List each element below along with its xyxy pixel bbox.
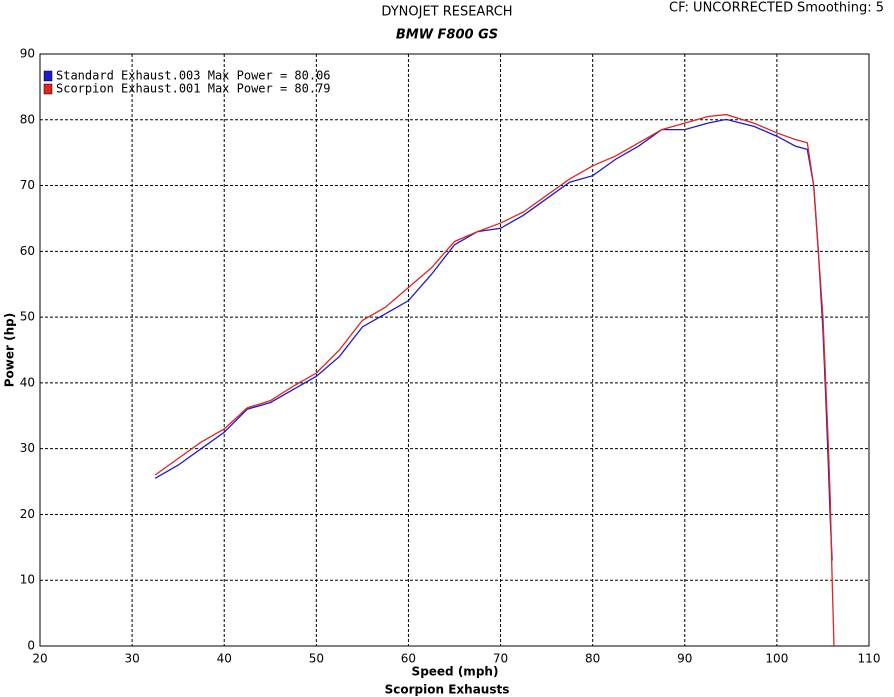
correction-factor: CF: UNCORRECTED [669, 1, 793, 16]
legend-label: Scorpion Exhaust.001 Max Power = 80.79 [56, 82, 331, 96]
y-tick-label: 90 [20, 47, 35, 61]
x-tick-label: 30 [124, 652, 139, 666]
legend-swatch [43, 83, 53, 95]
footer: Scorpion Exhausts [385, 683, 510, 697]
x-tick-label: 100 [765, 652, 788, 666]
y-tick-label: 50 [20, 310, 35, 324]
x-tick-label: 50 [309, 652, 324, 666]
y-tick-label: 10 [20, 573, 35, 587]
x-axis-label: Speed (mph) [412, 665, 499, 679]
x-tick-label: 90 [677, 652, 692, 666]
x-tick-label: 70 [493, 652, 508, 666]
plot-frame [39, 53, 870, 647]
power-line [154, 113, 835, 647]
x-tick-label: 20 [32, 652, 47, 666]
chart-subtitle: BMW F800 GS [396, 28, 498, 43]
chart-title: DYNOJET RESEARCH [381, 5, 512, 20]
x-tick-label: 80 [585, 652, 600, 666]
x-tick-label: 110 [858, 652, 881, 666]
y-tick-label: 0 [27, 639, 35, 653]
x-tick-label: 40 [217, 652, 232, 666]
legend-label: Standard Exhaust.003 Max Power = 80.06 [56, 69, 331, 83]
y-tick-label: 20 [20, 507, 35, 521]
y-tick-label: 80 [20, 112, 35, 126]
smoothing: Smoothing: 5 [797, 1, 884, 16]
y-tick-label: 40 [20, 375, 35, 389]
y-tick-label: 60 [20, 244, 35, 258]
x-tick-label: 60 [401, 652, 416, 666]
y-tick-label: 70 [20, 178, 35, 192]
y-axis-label: Power (hp) [3, 313, 17, 387]
y-tick-label: 30 [20, 441, 35, 455]
legend-swatch [43, 70, 53, 82]
